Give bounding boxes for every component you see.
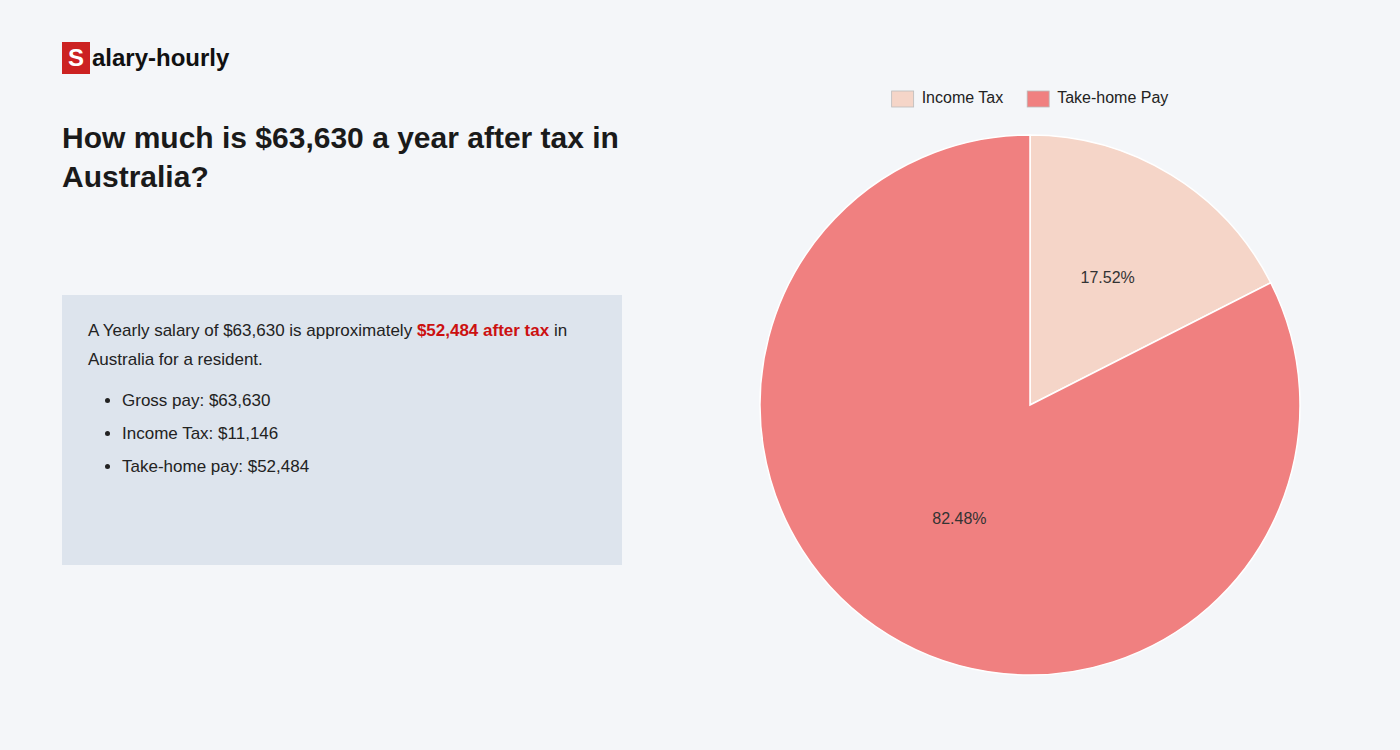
slices bbox=[760, 135, 1300, 675]
legend-swatch bbox=[1027, 91, 1049, 107]
legend-item: Take-home Pay bbox=[1027, 89, 1168, 107]
pie-slice bbox=[760, 135, 1300, 675]
bullet-item: Gross pay: $63,630 bbox=[122, 387, 596, 416]
legend-item: Income Tax bbox=[892, 89, 1004, 107]
data-label: 17.52% bbox=[1081, 269, 1135, 286]
bullet-list: Gross pay: $63,630 Income Tax: $11,146 Tak… bbox=[88, 387, 596, 482]
data-labels: 17.52% 82.48% bbox=[932, 269, 1135, 528]
info-text: A Yearly salary of $63,630 is approximat… bbox=[88, 317, 596, 375]
bullet-item: Take-home pay: $52,484 bbox=[122, 453, 596, 482]
info-text: A Yearly salary of $63,630 is approximat… bbox=[88, 321, 417, 340]
info-text: in bbox=[549, 321, 567, 340]
info-highlight: $52,484 after tax bbox=[417, 321, 549, 340]
logo-text: alary-hourly bbox=[92, 44, 229, 72]
logo: Salary-hourly bbox=[62, 42, 229, 74]
legend-swatch bbox=[892, 91, 914, 107]
legend-label: Take-home Pay bbox=[1057, 89, 1168, 106]
data-label: 82.48% bbox=[932, 510, 986, 527]
info-box: A Yearly salary of $63,630 is approximat… bbox=[62, 295, 622, 565]
legend-label: Income Tax bbox=[922, 89, 1004, 106]
logo-box: S bbox=[62, 42, 90, 74]
info-text: Australia for a resident. bbox=[88, 350, 263, 369]
legend: Income Tax Take-home Pay bbox=[892, 89, 1169, 107]
bullet-item: Income Tax: $11,146 bbox=[122, 420, 596, 449]
pie-chart: 17.52% 82.48% Income Tax Take-home Pay bbox=[700, 0, 1400, 750]
title: How much is $63,630 a year after tax in … bbox=[62, 118, 682, 196]
